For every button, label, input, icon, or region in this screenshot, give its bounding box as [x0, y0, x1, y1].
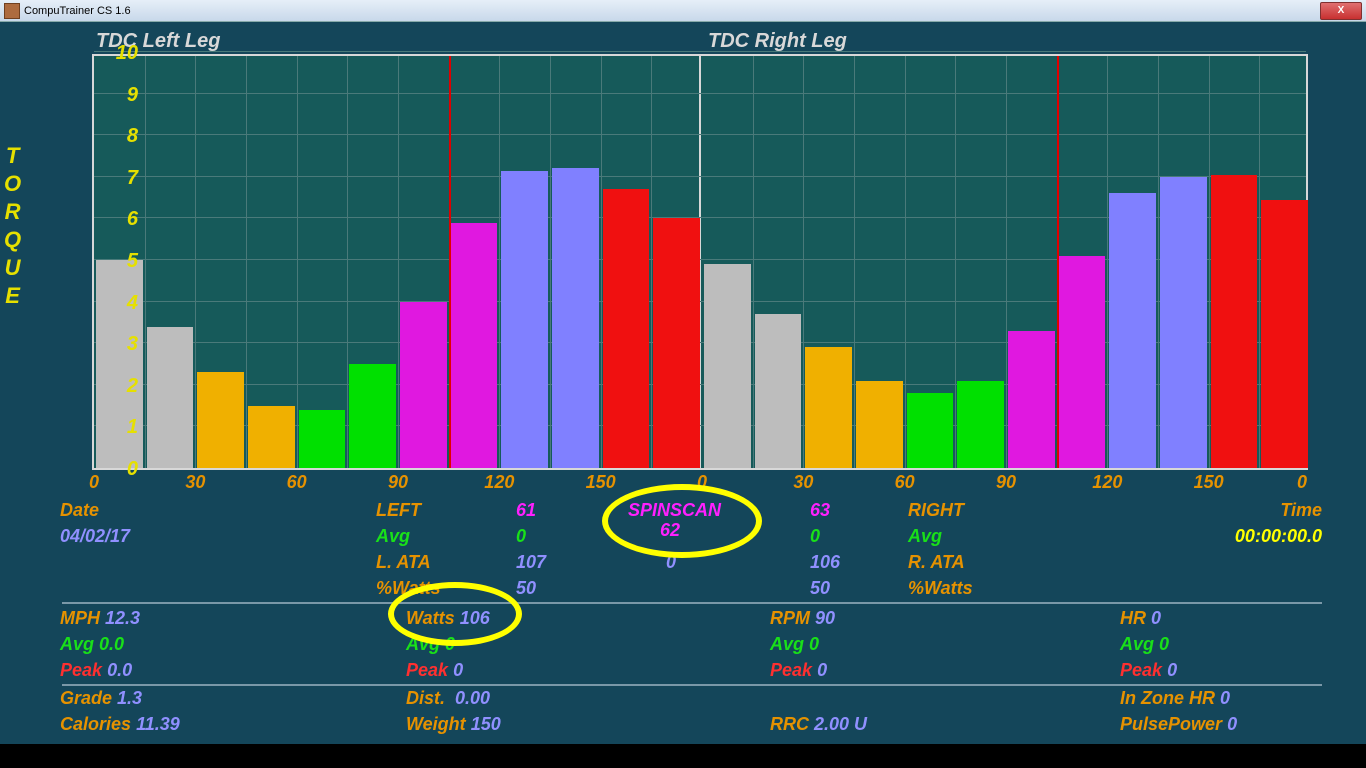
bar	[907, 393, 954, 468]
bar	[653, 218, 700, 468]
annotation-circle-watts	[388, 582, 522, 646]
inzone-label: In Zone HR	[1120, 688, 1215, 708]
bar	[147, 327, 194, 468]
rrc-label: RRC	[770, 714, 809, 734]
rpm-avg-label: Avg	[770, 634, 804, 654]
window-titlebar: CompuTrainer CS 1.6 X	[0, 0, 1366, 22]
pctwatts-right: 50	[810, 578, 830, 598]
bar	[299, 410, 346, 468]
bar	[501, 171, 548, 468]
bar	[552, 168, 599, 468]
bar	[400, 302, 447, 468]
rrc-value: 2.00 U	[814, 714, 867, 734]
pulse-value: 0	[1227, 714, 1237, 734]
bar	[197, 372, 244, 468]
cal-value: 11.39	[136, 714, 180, 734]
pulse-label: PulsePower	[1120, 714, 1222, 734]
app-icon	[4, 3, 20, 19]
dist-value: 0.00	[455, 688, 490, 708]
bar	[1059, 256, 1106, 468]
hr-avg: 0	[1159, 634, 1169, 654]
inzone-value: 0	[1220, 688, 1230, 708]
mph-value: 12.3	[105, 608, 140, 628]
date-label: Date	[60, 500, 99, 520]
bar	[704, 264, 751, 468]
plot-area	[92, 54, 1308, 470]
mph-avg: 0.0	[99, 634, 124, 654]
bar	[1109, 193, 1156, 468]
mph-label: MPH	[60, 608, 100, 628]
close-button[interactable]: X	[1320, 2, 1362, 20]
dist-label: Dist.	[406, 688, 445, 708]
bar	[248, 406, 295, 468]
bar	[349, 364, 396, 468]
bar	[856, 381, 903, 468]
hr-peak-label: Peak	[1120, 660, 1162, 680]
left-ss: 61	[516, 500, 536, 520]
rata-label: R. ATA	[908, 552, 965, 572]
grade-value: 1.3	[117, 688, 142, 708]
rpm-label: RPM	[770, 608, 810, 628]
bar	[755, 314, 802, 468]
right-ss: 63	[810, 500, 830, 520]
marker-left	[449, 56, 451, 468]
hr-label: HR	[1120, 608, 1146, 628]
marker-right	[1057, 56, 1059, 468]
time-value: 00:00:00.0	[1235, 526, 1322, 546]
mph-peak: 0.0	[107, 660, 132, 680]
weight-label: Weight	[406, 714, 466, 734]
pctwatts-right-label: %Watts	[908, 578, 973, 598]
hr-peak: 0	[1167, 660, 1177, 680]
mph-peak-label: Peak	[60, 660, 102, 680]
rpm-peak: 0	[817, 660, 827, 680]
left-label: LEFT	[376, 500, 421, 520]
pctwatts-left: 50	[516, 578, 536, 598]
right-label: RIGHT	[908, 500, 964, 520]
bar	[957, 381, 1004, 468]
lata-label: L. ATA	[376, 552, 431, 572]
hr-avg-label: Avg	[1120, 634, 1154, 654]
bar	[1261, 200, 1308, 468]
bar	[451, 223, 498, 468]
bar	[1211, 175, 1258, 468]
rpm-avg: 0	[809, 634, 819, 654]
rpm-peak-label: Peak	[770, 660, 812, 680]
cal-label: Calories	[60, 714, 131, 734]
right-avg: 0	[810, 526, 820, 546]
rpm-value: 90	[815, 608, 835, 628]
lata-value: 107	[516, 552, 546, 572]
window-title: CompuTrainer CS 1.6	[24, 5, 131, 17]
watts-peak-label: Peak	[406, 660, 448, 680]
rata-value: 106	[810, 552, 840, 572]
right-avg-label: Avg	[908, 526, 942, 546]
time-label: Time	[1280, 500, 1322, 520]
y-axis-label: TORQUE	[4, 142, 21, 310]
left-avg: 0	[516, 526, 526, 546]
watts-peak: 0	[453, 660, 463, 680]
bar	[603, 189, 650, 468]
grade-label: Grade	[60, 688, 112, 708]
date-value: 04/02/17	[60, 526, 130, 546]
left-avg-label: Avg	[376, 526, 410, 546]
annotation-circle-spinscan	[602, 484, 762, 558]
weight-value: 150	[471, 714, 501, 734]
app-panel: TDC Left Leg TDC Right Leg TORQUE 012345…	[0, 22, 1366, 744]
bar	[805, 347, 852, 468]
mph-avg-label: Avg	[60, 634, 94, 654]
chart-title-right: TDC Right Leg	[708, 30, 847, 53]
bar	[1008, 331, 1055, 468]
hr-value: 0	[1151, 608, 1161, 628]
bar	[1160, 177, 1207, 468]
